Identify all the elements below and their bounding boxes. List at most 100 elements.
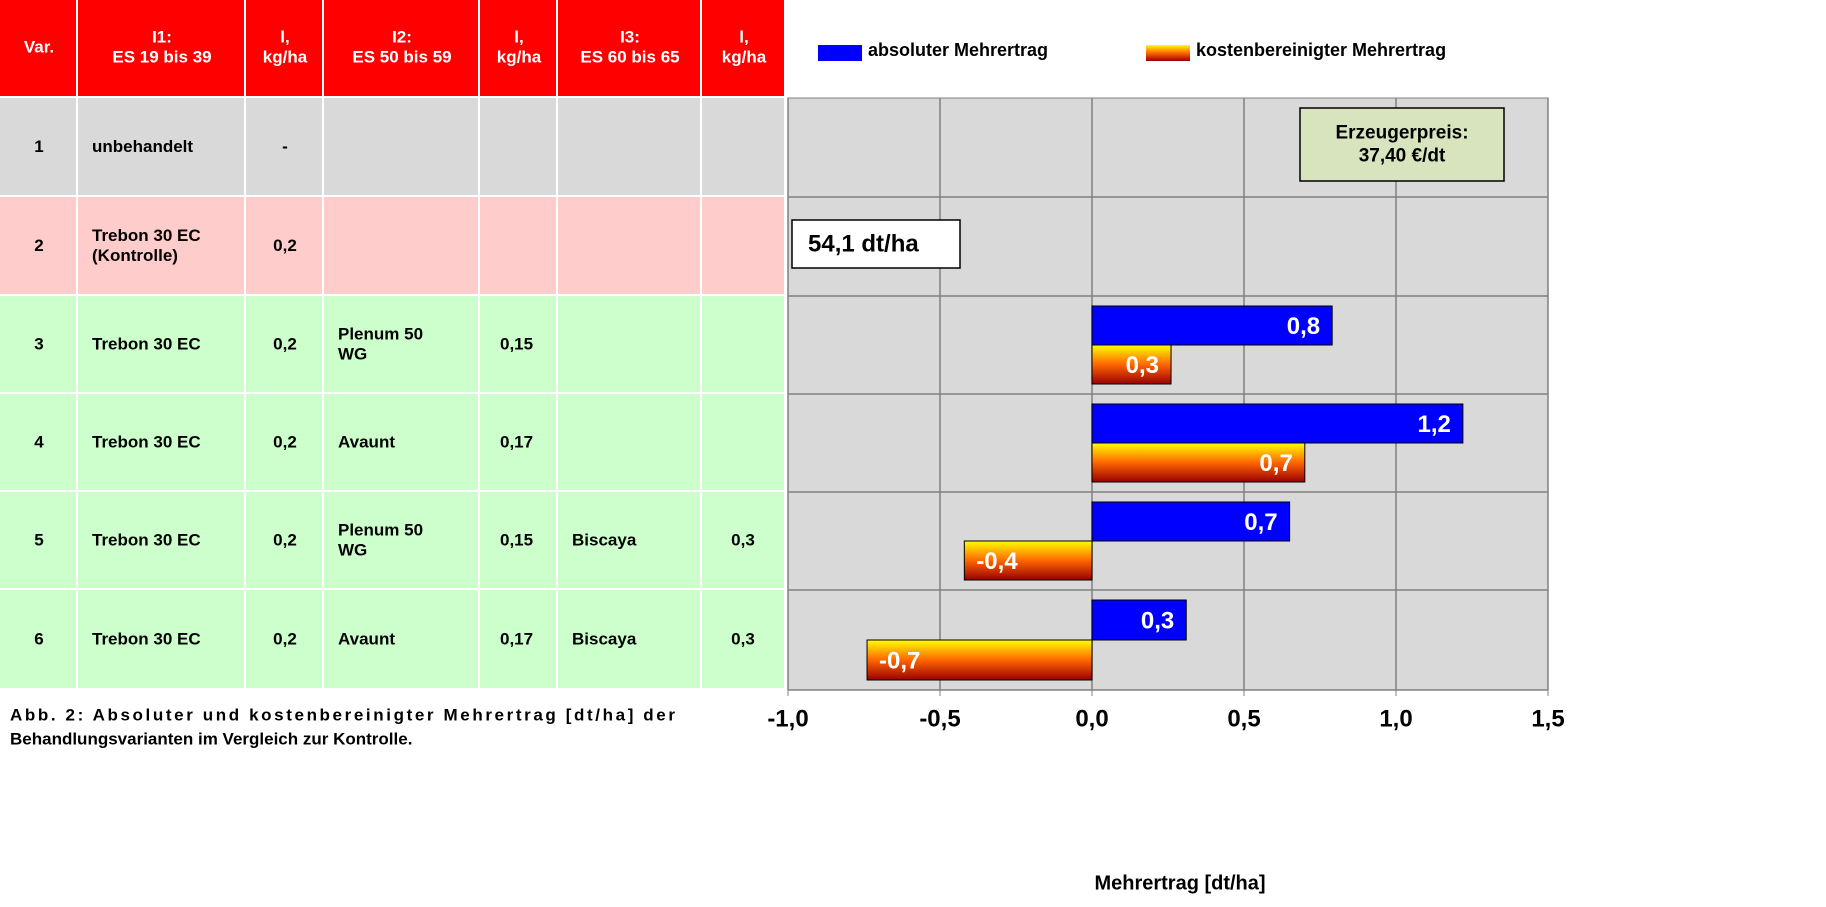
table-cell	[78, 296, 244, 392]
table-cell	[558, 197, 700, 294]
bar	[1091, 344, 1172, 385]
table-cell	[246, 492, 322, 588]
cell-text: (Kontrolle)	[92, 246, 178, 265]
bar	[1091, 599, 1187, 641]
cell-text: 0,17	[500, 432, 533, 451]
header-cell	[246, 0, 322, 96]
header-cell	[324, 0, 478, 96]
table-cell	[324, 394, 478, 490]
annotation-box	[1299, 107, 1505, 182]
cell-text: Biscaya	[572, 629, 637, 648]
cell-text: 2	[34, 236, 43, 255]
cell-text: 3	[34, 334, 43, 353]
cell-text: I3:	[620, 27, 640, 46]
cell-text: Trebon 30 EC	[92, 334, 201, 353]
cell-text: I1:	[152, 27, 172, 46]
table-cell	[78, 394, 244, 490]
x-tick-label: 0,5	[1227, 705, 1260, 732]
cell-text: kg/ha	[263, 48, 308, 67]
x-tick-label: -1,0	[767, 705, 808, 732]
cell-text: 6	[34, 629, 43, 648]
legend-label: absoluter Mehrertrag	[868, 40, 1048, 60]
table-cell	[78, 590, 244, 688]
table-cell	[78, 492, 244, 588]
cell-text: WG	[338, 541, 367, 560]
x-tick-label: 1,0	[1379, 705, 1412, 732]
cell-text: Trebon 30 EC	[92, 629, 201, 648]
table-cell	[0, 394, 76, 490]
cell-text: 0,2	[273, 530, 297, 549]
table-cell	[324, 197, 478, 294]
table-cell	[702, 98, 784, 195]
header-cell	[480, 0, 556, 96]
x-axis-label: Mehrertrag [dt/ha]	[1094, 872, 1265, 894]
cell-text: l,	[514, 27, 523, 46]
table-cell	[702, 296, 784, 392]
table-cell	[78, 197, 244, 294]
value-label: -0,7	[879, 647, 920, 674]
cell-text: 0,17	[500, 629, 533, 648]
cell-text: 5	[34, 530, 43, 549]
bar	[1091, 305, 1333, 346]
x-tick-label: 0,0	[1075, 705, 1108, 732]
table-cell	[558, 492, 700, 588]
table-cell	[702, 394, 784, 490]
table-cell	[702, 197, 784, 294]
cell-text: 0,3	[731, 530, 755, 549]
table-cell	[246, 98, 322, 195]
table-cell	[246, 394, 322, 490]
table-cell	[480, 590, 556, 688]
table-cell	[324, 492, 478, 588]
table-cell	[558, 98, 700, 195]
table-cell	[702, 492, 784, 588]
cell-text: Var.	[24, 37, 54, 56]
table-cell	[246, 296, 322, 392]
table-cell	[480, 296, 556, 392]
annotation-box	[791, 219, 961, 269]
cell-text: Avaunt	[338, 629, 395, 648]
bar	[1091, 442, 1306, 483]
cell-text: 54,1 dt/ha	[808, 230, 919, 257]
cell-text: Plenum 50	[338, 520, 423, 539]
table-cell	[702, 590, 784, 688]
table-cell	[0, 98, 76, 195]
x-tick-label: -0,5	[919, 705, 960, 732]
cell-text: l,	[280, 27, 289, 46]
value-label: 0,3	[1141, 607, 1174, 634]
cell-text: l,	[739, 27, 748, 46]
cell-text: kg/ha	[497, 48, 542, 67]
table-cell	[480, 197, 556, 294]
cell-text: Trebon 30 EC	[92, 226, 201, 245]
cell-text: Plenum 50	[338, 324, 423, 343]
cell-text: ES 50 bis 59	[352, 48, 451, 67]
cell-text: 37,40 €/dt	[1359, 145, 1446, 166]
table-cell	[246, 590, 322, 688]
header-cell	[0, 0, 76, 96]
value-label: 0,8	[1287, 313, 1320, 340]
table-cell	[558, 296, 700, 392]
legend-label: kostenbereinigter Mehrertrag	[1196, 40, 1446, 60]
cell-text: 0,3	[731, 629, 755, 648]
table-cell	[324, 296, 478, 392]
header-cell	[78, 0, 244, 96]
table-cell	[480, 394, 556, 490]
cell-text: 0,2	[273, 432, 297, 451]
table-cell	[0, 590, 76, 688]
table-cell	[480, 98, 556, 195]
table-cell	[480, 492, 556, 588]
caption: Abb. 2: Absoluter und kostenbereinigter …	[10, 705, 675, 724]
cell-text: WG	[338, 345, 367, 364]
cell-text: 0,2	[273, 236, 297, 255]
bar	[1091, 403, 1464, 444]
table-cell	[78, 98, 244, 195]
value-label: 0,3	[1126, 352, 1159, 379]
legend-swatch	[818, 45, 862, 61]
bar	[1091, 501, 1291, 542]
value-label: 1,2	[1418, 411, 1451, 438]
cell-text: 4	[34, 432, 44, 451]
cell-text: unbehandelt	[92, 137, 193, 156]
table-cell	[0, 296, 76, 392]
cell-text: Erzeugerpreis:	[1335, 123, 1468, 144]
table-cell	[246, 197, 322, 294]
